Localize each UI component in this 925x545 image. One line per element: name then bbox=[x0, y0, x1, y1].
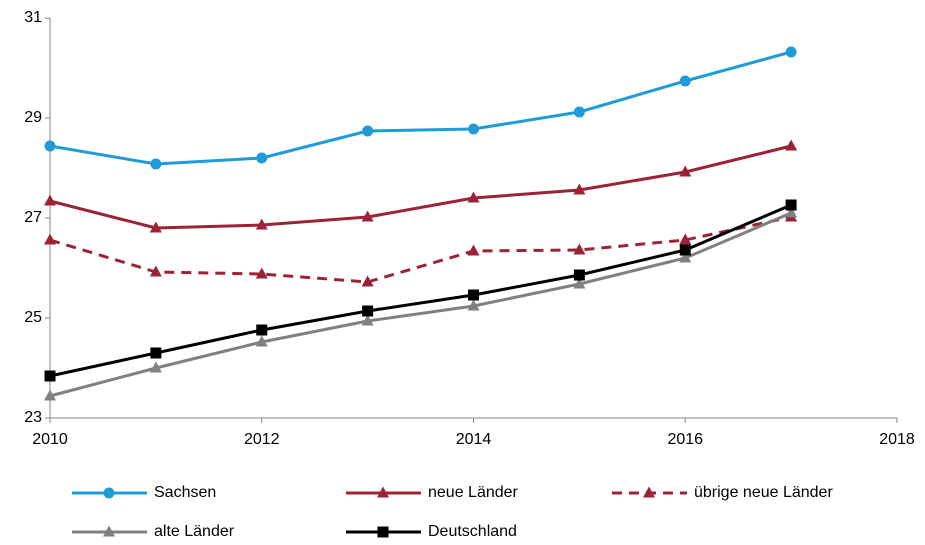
data-point bbox=[150, 347, 162, 359]
y-tick-label: 27 bbox=[24, 209, 42, 226]
legend-marker bbox=[103, 487, 115, 499]
legend-label: alte Länder bbox=[154, 523, 235, 540]
data-point bbox=[361, 210, 374, 222]
data-point bbox=[44, 389, 56, 401]
data-point bbox=[679, 244, 691, 256]
y-tick-label: 25 bbox=[24, 309, 42, 326]
y-tick-label: 23 bbox=[24, 409, 42, 426]
y-tick-label: 31 bbox=[24, 9, 42, 26]
series-line bbox=[49, 144, 792, 230]
series-line bbox=[49, 215, 792, 284]
data-point bbox=[679, 251, 692, 263]
data-point bbox=[149, 265, 162, 277]
data-point bbox=[679, 233, 692, 245]
x-tick-label: 2018 bbox=[879, 431, 915, 448]
data-point bbox=[44, 194, 56, 206]
legend-label: neue Länder bbox=[428, 484, 519, 501]
data-point bbox=[361, 275, 374, 287]
data-point bbox=[44, 140, 56, 152]
data-point bbox=[362, 305, 374, 317]
data-point bbox=[149, 361, 162, 373]
data-point bbox=[573, 106, 585, 118]
data-point bbox=[785, 199, 797, 211]
series-line bbox=[49, 50, 792, 166]
legend-label: übrige neue Länder bbox=[694, 484, 833, 501]
data-point bbox=[785, 139, 798, 151]
data-point bbox=[785, 206, 798, 218]
data-point bbox=[255, 267, 268, 279]
data-point bbox=[573, 243, 586, 255]
data-point bbox=[467, 244, 480, 256]
data-point bbox=[679, 75, 691, 87]
series-line bbox=[49, 203, 792, 378]
data-point bbox=[362, 125, 374, 137]
legend-marker bbox=[103, 525, 115, 537]
x-tick-label: 2016 bbox=[667, 431, 703, 448]
data-point bbox=[361, 314, 374, 326]
data-point bbox=[573, 277, 586, 289]
data-point bbox=[256, 152, 268, 164]
data-point bbox=[255, 218, 268, 230]
x-tick-label: 2014 bbox=[456, 431, 492, 448]
data-point bbox=[467, 191, 480, 203]
data-point bbox=[468, 123, 479, 135]
data-point bbox=[44, 370, 56, 382]
x-tick-label: 2012 bbox=[244, 431, 280, 448]
legend-label: Deutschland bbox=[428, 523, 517, 540]
legend-label: Sachsen bbox=[154, 484, 216, 501]
data-point bbox=[256, 324, 268, 336]
legend-marker bbox=[377, 526, 389, 538]
data-point bbox=[150, 158, 162, 170]
data-point bbox=[785, 46, 797, 58]
y-tick-label: 29 bbox=[24, 109, 42, 126]
data-point bbox=[149, 221, 162, 233]
data-point bbox=[468, 289, 479, 301]
x-tick-label: 2010 bbox=[32, 431, 68, 448]
data-point bbox=[573, 269, 585, 281]
data-point bbox=[255, 335, 268, 347]
legend-marker bbox=[643, 486, 655, 498]
data-point bbox=[44, 233, 56, 245]
legend-marker bbox=[377, 486, 389, 498]
data-point bbox=[679, 165, 692, 177]
data-point bbox=[467, 299, 480, 311]
series-line bbox=[49, 211, 792, 398]
data-point bbox=[573, 183, 586, 195]
